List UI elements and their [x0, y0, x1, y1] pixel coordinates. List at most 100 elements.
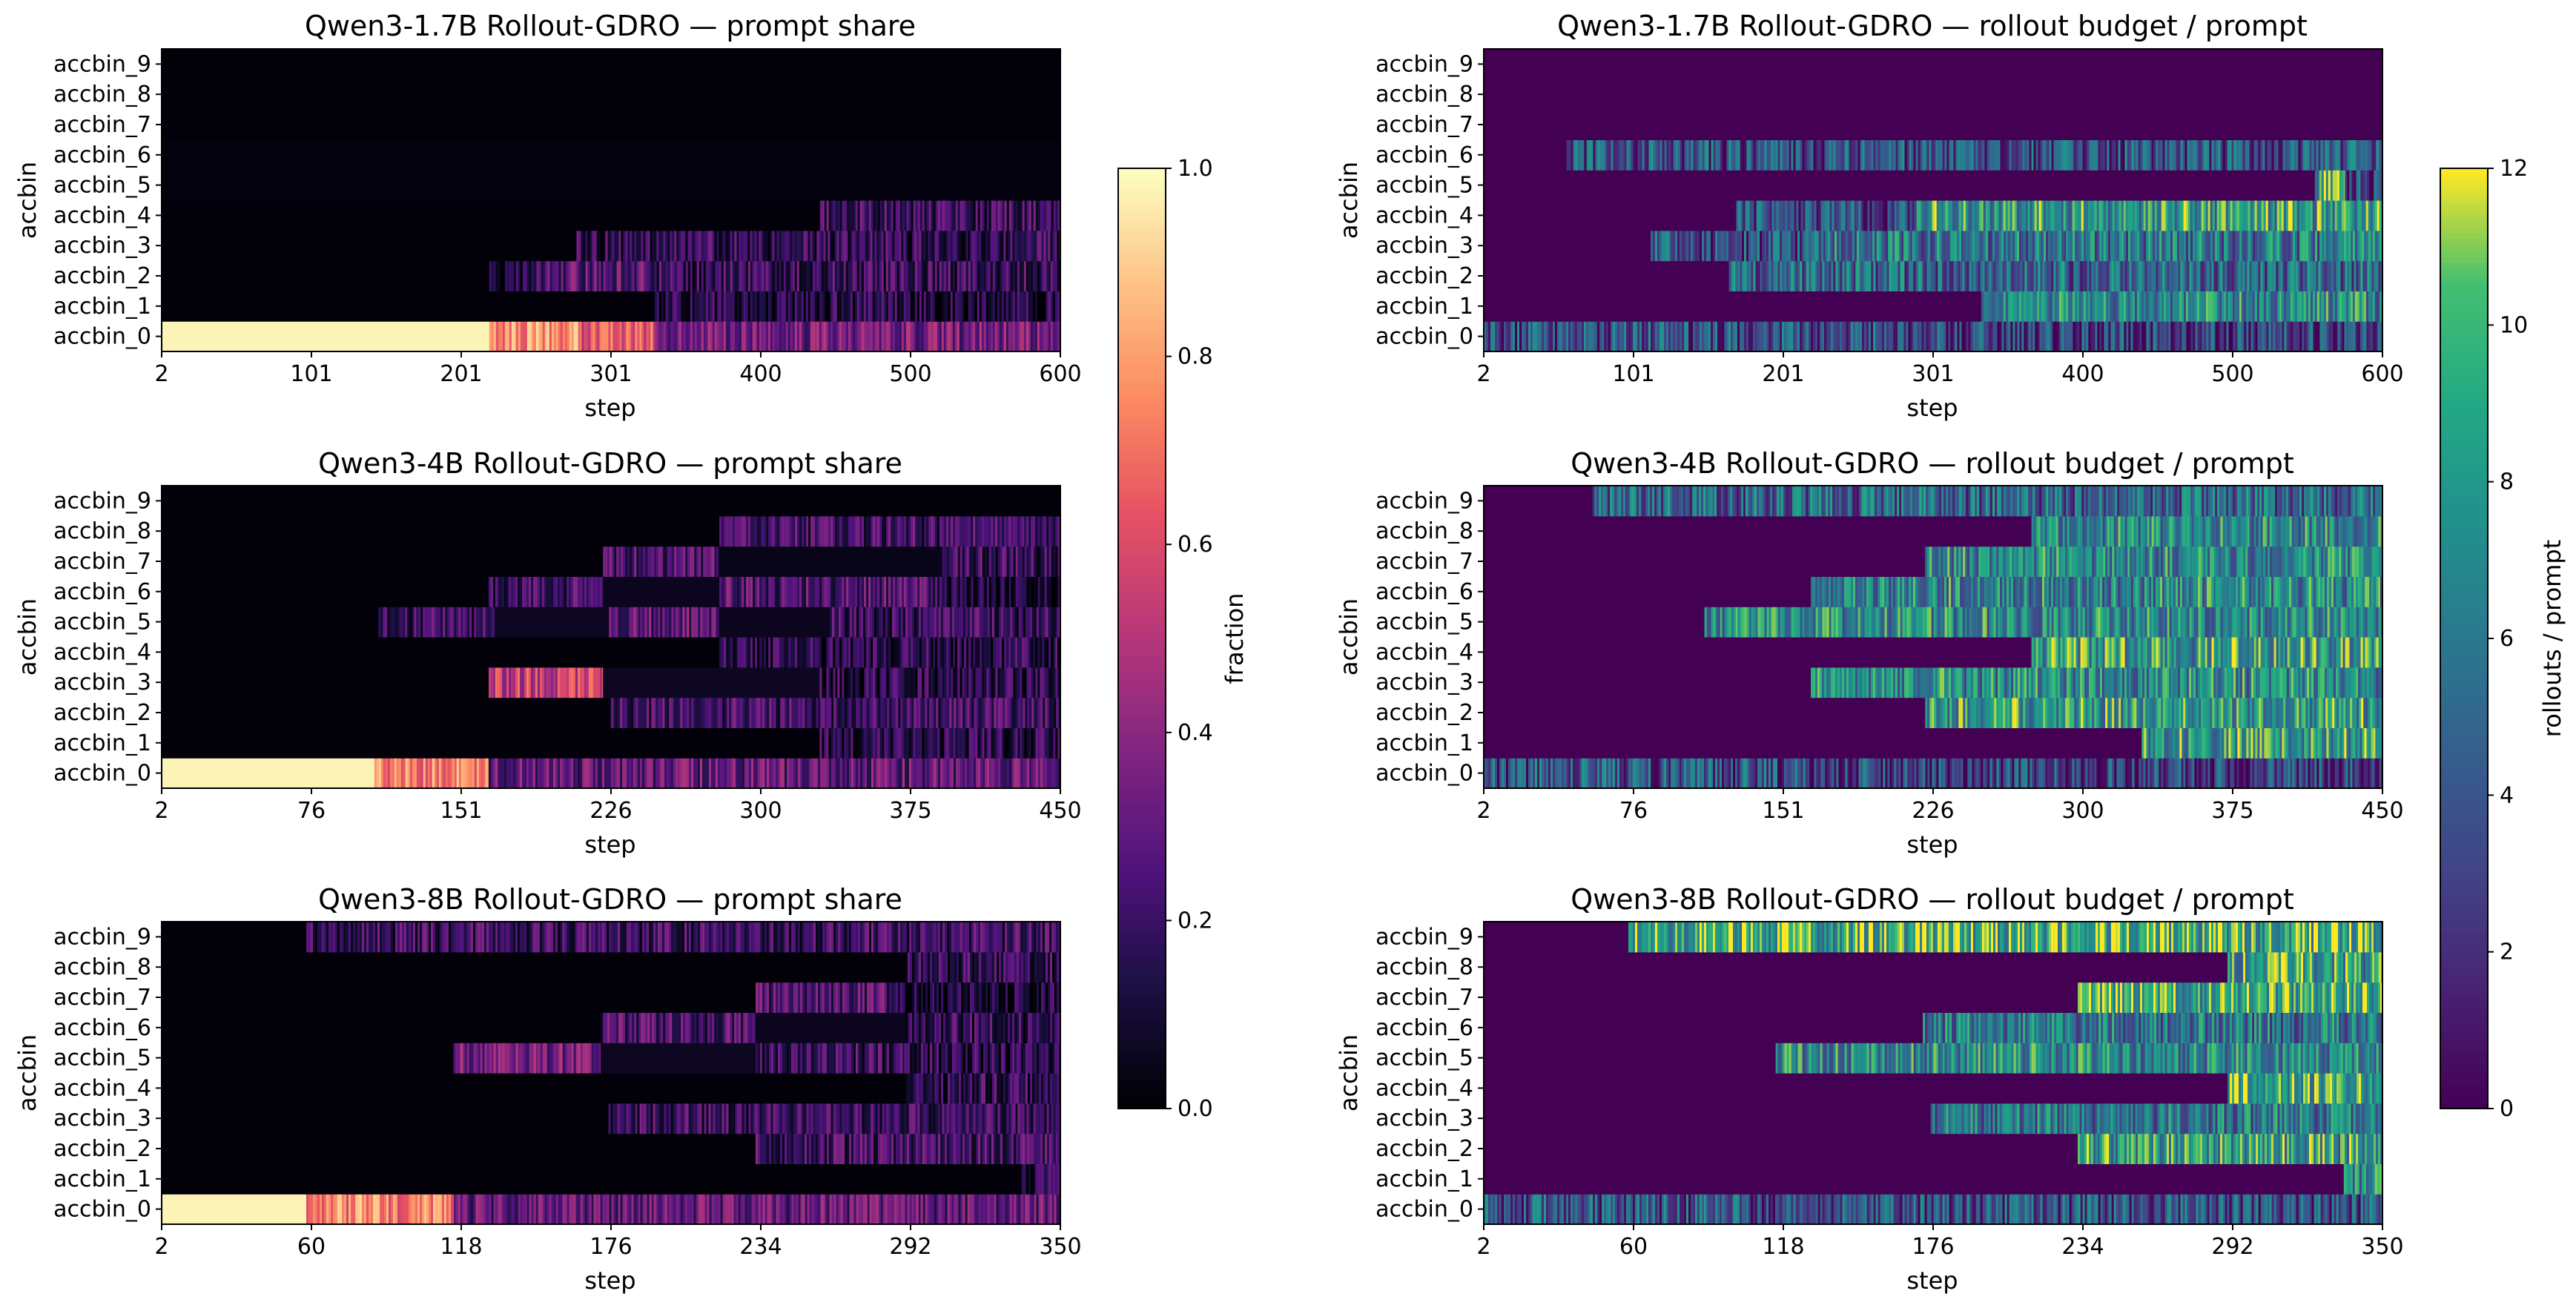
heatmap-cell [2199, 291, 2202, 322]
heatmap-cell [1889, 200, 1893, 231]
heatmap-cell [1919, 321, 1922, 352]
y-tick-label: accbin_7 [1375, 112, 1473, 138]
heatmap-cell [2017, 321, 2020, 352]
heatmap-cell [901, 291, 905, 322]
heatmap-cell [531, 758, 534, 789]
heatmap-cell [761, 230, 764, 262]
heatmap-cell [2312, 200, 2316, 231]
heatmap-cell [597, 321, 600, 352]
heatmap-cell [2098, 260, 2101, 291]
heatmap-cell [656, 260, 660, 291]
heatmap-cell [2254, 200, 2258, 231]
heatmap-cell [613, 758, 616, 789]
heatmap-cell [2046, 321, 2049, 352]
heatmap-cell [758, 697, 761, 728]
heatmap-cell [805, 260, 809, 291]
heatmap-cell [1706, 139, 1710, 171]
heatmap-cell [999, 291, 1003, 322]
heatmap-cell [2067, 260, 2070, 291]
heatmap-cell [911, 607, 915, 638]
heatmap-cell [587, 758, 589, 789]
heatmap-cell [1766, 321, 1769, 352]
heatmap-cell [2007, 291, 2011, 322]
heatmap-cell [526, 260, 530, 291]
heatmap-cell [1895, 260, 1898, 291]
heatmap-cell [1606, 321, 1609, 352]
heatmap-cell [618, 607, 621, 638]
heatmap-cell [787, 260, 791, 291]
heatmap-cell [576, 260, 580, 291]
heatmap-cell [1955, 260, 1958, 291]
heatmap-cell [2320, 260, 2323, 291]
heatmap-cell [2319, 170, 2322, 201]
heatmap-cell [929, 697, 932, 728]
heatmap-cell [919, 637, 922, 668]
heatmap-cell [687, 697, 690, 728]
heatmap-cell [623, 230, 626, 262]
heatmap-cell [1883, 200, 1886, 231]
heatmap-cell [1747, 200, 1751, 231]
heatmap-cell [1050, 260, 1054, 291]
heatmap-cell [2342, 321, 2345, 352]
heatmap-cell [2246, 321, 2249, 352]
heatmap-cell [458, 758, 462, 789]
heatmap-cell [978, 697, 981, 728]
heatmap-cell [2327, 260, 2330, 291]
heatmap-cell [599, 321, 602, 352]
heatmap-cell [830, 637, 833, 668]
heatmap-cell [965, 697, 968, 728]
heatmap-cell [764, 758, 767, 789]
heatmap-cell [1026, 727, 1029, 759]
heatmap-cell [162, 49, 1061, 80]
heatmap-cell [627, 230, 630, 262]
heatmap-cell [2314, 291, 2318, 322]
heatmap-cell [2044, 321, 2047, 352]
heatmap-cell [963, 291, 967, 322]
heatmap-cell [2229, 139, 2233, 171]
heatmap-cell [1639, 139, 1643, 171]
heatmap-cell [2179, 291, 2182, 322]
heatmap-cell [2271, 260, 2274, 291]
heatmap-cell [1702, 139, 1705, 171]
heatmap-cell [2192, 200, 2196, 231]
heatmap-cell [2133, 230, 2136, 262]
heatmap-cell [392, 607, 394, 638]
heatmap-cell [1862, 260, 1865, 291]
heatmap-cell [491, 321, 495, 352]
heatmap-cell [822, 697, 825, 728]
heatmap-cell [1031, 200, 1034, 231]
heatmap-cell [908, 291, 911, 322]
heatmap-cell [2060, 260, 2063, 291]
heatmap-cell [1006, 637, 1009, 668]
heatmap-cell [1986, 230, 1989, 262]
heatmap-cell [2360, 170, 2363, 201]
heatmap-cell [896, 697, 899, 728]
heatmap-cell [2196, 260, 2199, 291]
heatmap-cell [594, 260, 598, 291]
heatmap-cell [1664, 230, 1667, 262]
heatmap-cell [1704, 230, 1707, 262]
heatmap-cell [851, 727, 853, 759]
heatmap-cell [896, 260, 900, 291]
heatmap-cell [2268, 200, 2271, 231]
heatmap-cell [851, 200, 854, 231]
heatmap-cell [1017, 321, 1020, 352]
heatmap-cell [1039, 291, 1043, 322]
heatmap-cell [732, 260, 736, 291]
heatmap-cell [2002, 260, 2005, 291]
heatmap-cell [1582, 321, 1585, 352]
heatmap-cell [1057, 291, 1060, 322]
heatmap-cell [2124, 139, 2128, 171]
heatmap-cell [2371, 170, 2374, 201]
heatmap-cell [1826, 260, 1829, 291]
heatmap-cell [2130, 321, 2133, 352]
heatmap-cell [737, 637, 740, 668]
heatmap-cell [1832, 200, 1835, 231]
heatmap-cell [1675, 230, 1678, 262]
heatmap-cell [727, 260, 731, 291]
heatmap-cell [1989, 260, 1992, 291]
heatmap-cell [646, 321, 649, 352]
heatmap-cell [1004, 727, 1007, 759]
heatmap-cell [796, 230, 799, 262]
heatmap-cell [700, 697, 703, 728]
